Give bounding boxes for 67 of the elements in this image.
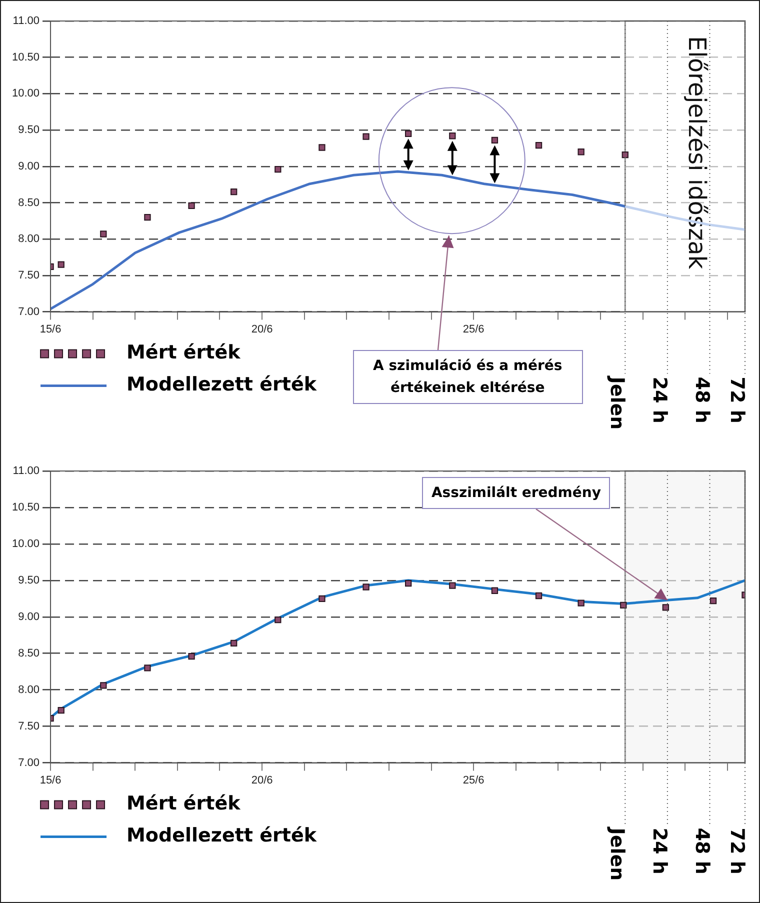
text: A szimuláció és a mérés értékeinek eltérése bbox=[352, 350, 583, 404]
ref-line-label: Jelen bbox=[606, 374, 628, 430]
y-tick-label: 11.00 bbox=[12, 15, 40, 28]
point bbox=[188, 202, 195, 209]
point bbox=[620, 602, 627, 609]
legend-label: Modellezett érték bbox=[126, 824, 317, 847]
ref-line-label: 72 h bbox=[726, 828, 748, 874]
y-tick-label: 10.50 bbox=[12, 502, 40, 514]
point bbox=[318, 595, 326, 602]
ref-line-label: 48 h bbox=[690, 828, 713, 874]
ref-line-label: 48 h bbox=[690, 376, 713, 424]
legend-label: Mért érték bbox=[126, 342, 241, 364]
x-tick-label: 20/6 bbox=[251, 774, 273, 786]
x-tick-label: 25/6 bbox=[462, 323, 484, 336]
y-tick-label: 10.00 bbox=[12, 88, 40, 100]
point bbox=[274, 166, 282, 173]
ref-line-label: 72 h bbox=[726, 376, 748, 424]
point bbox=[535, 142, 542, 149]
point bbox=[449, 582, 456, 589]
point bbox=[100, 682, 107, 689]
legend-label: Modellezett érték bbox=[126, 374, 317, 396]
point bbox=[491, 136, 498, 144]
x-tick-label: 20/6 bbox=[251, 323, 273, 336]
y-tick-label: 10.50 bbox=[12, 51, 40, 64]
point bbox=[58, 706, 64, 714]
point bbox=[578, 148, 584, 156]
ref-line-label: Jelen bbox=[606, 826, 628, 881]
point bbox=[362, 584, 370, 590]
point bbox=[230, 188, 238, 196]
x-tick-label: 15/6 bbox=[40, 323, 62, 336]
point bbox=[362, 133, 370, 140]
band-label: Előrejelzési időszak bbox=[682, 36, 711, 270]
y-tick-label: 7.50 bbox=[18, 720, 40, 732]
point bbox=[578, 600, 584, 606]
point bbox=[58, 261, 64, 268]
y-tick-label: 11.00 bbox=[12, 465, 40, 478]
y-tick-label: 9.50 bbox=[18, 574, 40, 586]
y-tick-label: 9.00 bbox=[18, 610, 40, 623]
point bbox=[274, 616, 282, 624]
point bbox=[491, 587, 498, 594]
ref-line-label: 24 h bbox=[648, 376, 671, 424]
point bbox=[144, 664, 151, 672]
y-tick-label: 8.00 bbox=[18, 684, 40, 696]
y-tick-label: 10.00 bbox=[12, 538, 40, 550]
y-tick-label: 8.50 bbox=[18, 196, 40, 209]
y-tick-label: 7.00 bbox=[18, 306, 40, 318]
annotation: Asszimilált eredmény bbox=[422, 477, 610, 509]
y-tick-label: 7.50 bbox=[18, 269, 40, 282]
point bbox=[188, 652, 195, 660]
legend-label: Mért érték bbox=[126, 792, 241, 815]
point bbox=[318, 144, 326, 151]
y-tick-label: 8.50 bbox=[18, 647, 40, 660]
y-tick-label: 9.50 bbox=[18, 124, 40, 136]
y-tick-label: 8.00 bbox=[18, 233, 40, 246]
point bbox=[622, 151, 628, 158]
ref-line-label: 24 h bbox=[648, 828, 671, 874]
y-tick-label: 7.00 bbox=[18, 756, 40, 769]
point bbox=[100, 230, 107, 238]
point bbox=[535, 592, 542, 600]
point bbox=[405, 130, 412, 138]
point bbox=[449, 132, 456, 140]
point bbox=[230, 640, 238, 646]
y-tick-label: 9.00 bbox=[18, 160, 40, 172]
point bbox=[144, 214, 151, 221]
x-tick-label: 15/6 bbox=[40, 774, 62, 786]
x-tick-label: 25/6 bbox=[462, 774, 484, 786]
point bbox=[405, 580, 412, 587]
